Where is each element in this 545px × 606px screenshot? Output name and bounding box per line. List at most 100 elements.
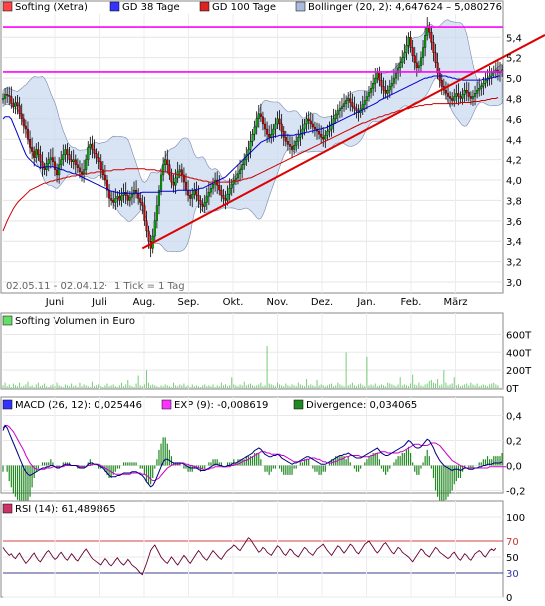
price-candle xyxy=(365,96,368,101)
legend-swatch-exp xyxy=(161,399,172,410)
volume-legend: Softing Volumen in Euro xyxy=(15,316,135,327)
legend-swatch-divergence xyxy=(293,399,304,410)
price-candle xyxy=(97,157,100,162)
price-candle xyxy=(243,159,246,165)
tick-note: 1 Tick = 1 Tag xyxy=(114,281,185,292)
price-candle xyxy=(257,113,260,120)
price-candle xyxy=(20,113,23,120)
price-candle xyxy=(178,169,181,173)
price-candle xyxy=(349,98,352,103)
price-candle xyxy=(128,197,131,201)
legend-gd100: GD 100 Tage xyxy=(212,2,276,13)
price-candle xyxy=(417,65,420,69)
price-candle xyxy=(259,113,262,117)
price-candle xyxy=(282,130,285,138)
price-candle xyxy=(351,102,354,107)
price-candle xyxy=(16,102,19,106)
price-candle xyxy=(390,83,393,87)
price-candle xyxy=(31,147,34,152)
price-candle xyxy=(451,98,454,101)
price-candle xyxy=(108,190,111,199)
price-candle xyxy=(37,149,40,155)
price-candle xyxy=(87,147,90,160)
price-candle xyxy=(465,90,468,93)
price-candle xyxy=(328,128,331,132)
price-candle xyxy=(471,96,475,99)
price-candle xyxy=(370,88,373,93)
price-candle xyxy=(382,86,385,91)
price-candle xyxy=(397,67,400,74)
price-candle xyxy=(480,86,483,89)
volume-panel-frame xyxy=(0,312,504,390)
price-candle xyxy=(467,92,470,97)
month-label: Feb. xyxy=(401,297,422,308)
price-candle xyxy=(132,190,136,195)
price-candle xyxy=(380,79,383,87)
price-candle xyxy=(320,134,323,138)
price-candle xyxy=(297,137,300,142)
price-candle xyxy=(103,174,106,181)
price-candle xyxy=(419,57,423,66)
price-candle xyxy=(405,45,408,53)
legend-price: Softing (Xetra) xyxy=(15,2,88,13)
price-tick-label: 5,4 xyxy=(506,33,522,44)
price-candle xyxy=(484,79,487,84)
price-candle xyxy=(195,190,198,196)
price-candle xyxy=(313,126,316,130)
price-candle xyxy=(53,161,57,170)
price-candle xyxy=(130,194,133,198)
price-candle xyxy=(187,190,190,196)
price-candle xyxy=(24,125,27,130)
price-candle xyxy=(72,159,75,162)
price-candle xyxy=(378,72,381,81)
price-candle xyxy=(35,149,38,158)
price-candle xyxy=(266,128,269,135)
price-candle xyxy=(226,194,229,201)
price-candle xyxy=(453,96,456,101)
price-candle xyxy=(338,108,341,111)
legend-swatch-gd100 xyxy=(199,1,210,12)
div-legend: Divergence: 0,034065 xyxy=(306,400,417,411)
price-candle xyxy=(236,173,240,179)
legend-swatch-macd xyxy=(2,399,13,410)
price-candle xyxy=(311,123,314,128)
price-candle xyxy=(446,93,450,97)
month-label: Aug. xyxy=(133,297,156,308)
price-candle xyxy=(318,130,321,135)
price-candle xyxy=(91,144,94,150)
legend-bollinger: Bollinger (20, 2): 4,647624 – 5,080276 xyxy=(308,2,502,13)
price-candle xyxy=(197,195,200,201)
price-candle xyxy=(203,202,206,207)
price-candle xyxy=(60,159,63,165)
price-candle xyxy=(411,47,414,56)
price-candle xyxy=(89,144,92,148)
price-tick-label: 4,8 xyxy=(506,94,522,105)
price-candle xyxy=(392,77,395,84)
price-candle xyxy=(334,114,337,120)
price-candle xyxy=(49,157,52,160)
price-candle xyxy=(85,159,88,170)
price-candle xyxy=(8,95,11,97)
price-candle xyxy=(184,181,188,191)
price-candle xyxy=(476,90,479,94)
legend-swatch-price xyxy=(2,1,13,12)
price-candle xyxy=(353,106,356,109)
price-candle xyxy=(33,151,36,158)
price-candle xyxy=(126,195,129,201)
price-tick-label: 5,0 xyxy=(506,74,522,85)
price-candle xyxy=(80,171,84,175)
price-candle xyxy=(388,86,391,91)
price-candle xyxy=(409,37,412,48)
price-candle xyxy=(249,141,252,150)
price-candle xyxy=(180,169,183,176)
price-candle xyxy=(430,32,433,43)
price-tick-label: 3,8 xyxy=(506,196,522,207)
macd-tick-label: 0,4 xyxy=(506,412,522,423)
price-candle xyxy=(99,161,102,170)
price-candle xyxy=(224,198,227,201)
price-candle xyxy=(239,169,242,175)
price-candle xyxy=(459,96,462,99)
month-label: Sep. xyxy=(177,297,199,308)
date-range: 02.05.11 - 02.04.12 xyxy=(6,281,105,292)
price-candle xyxy=(1,98,5,100)
